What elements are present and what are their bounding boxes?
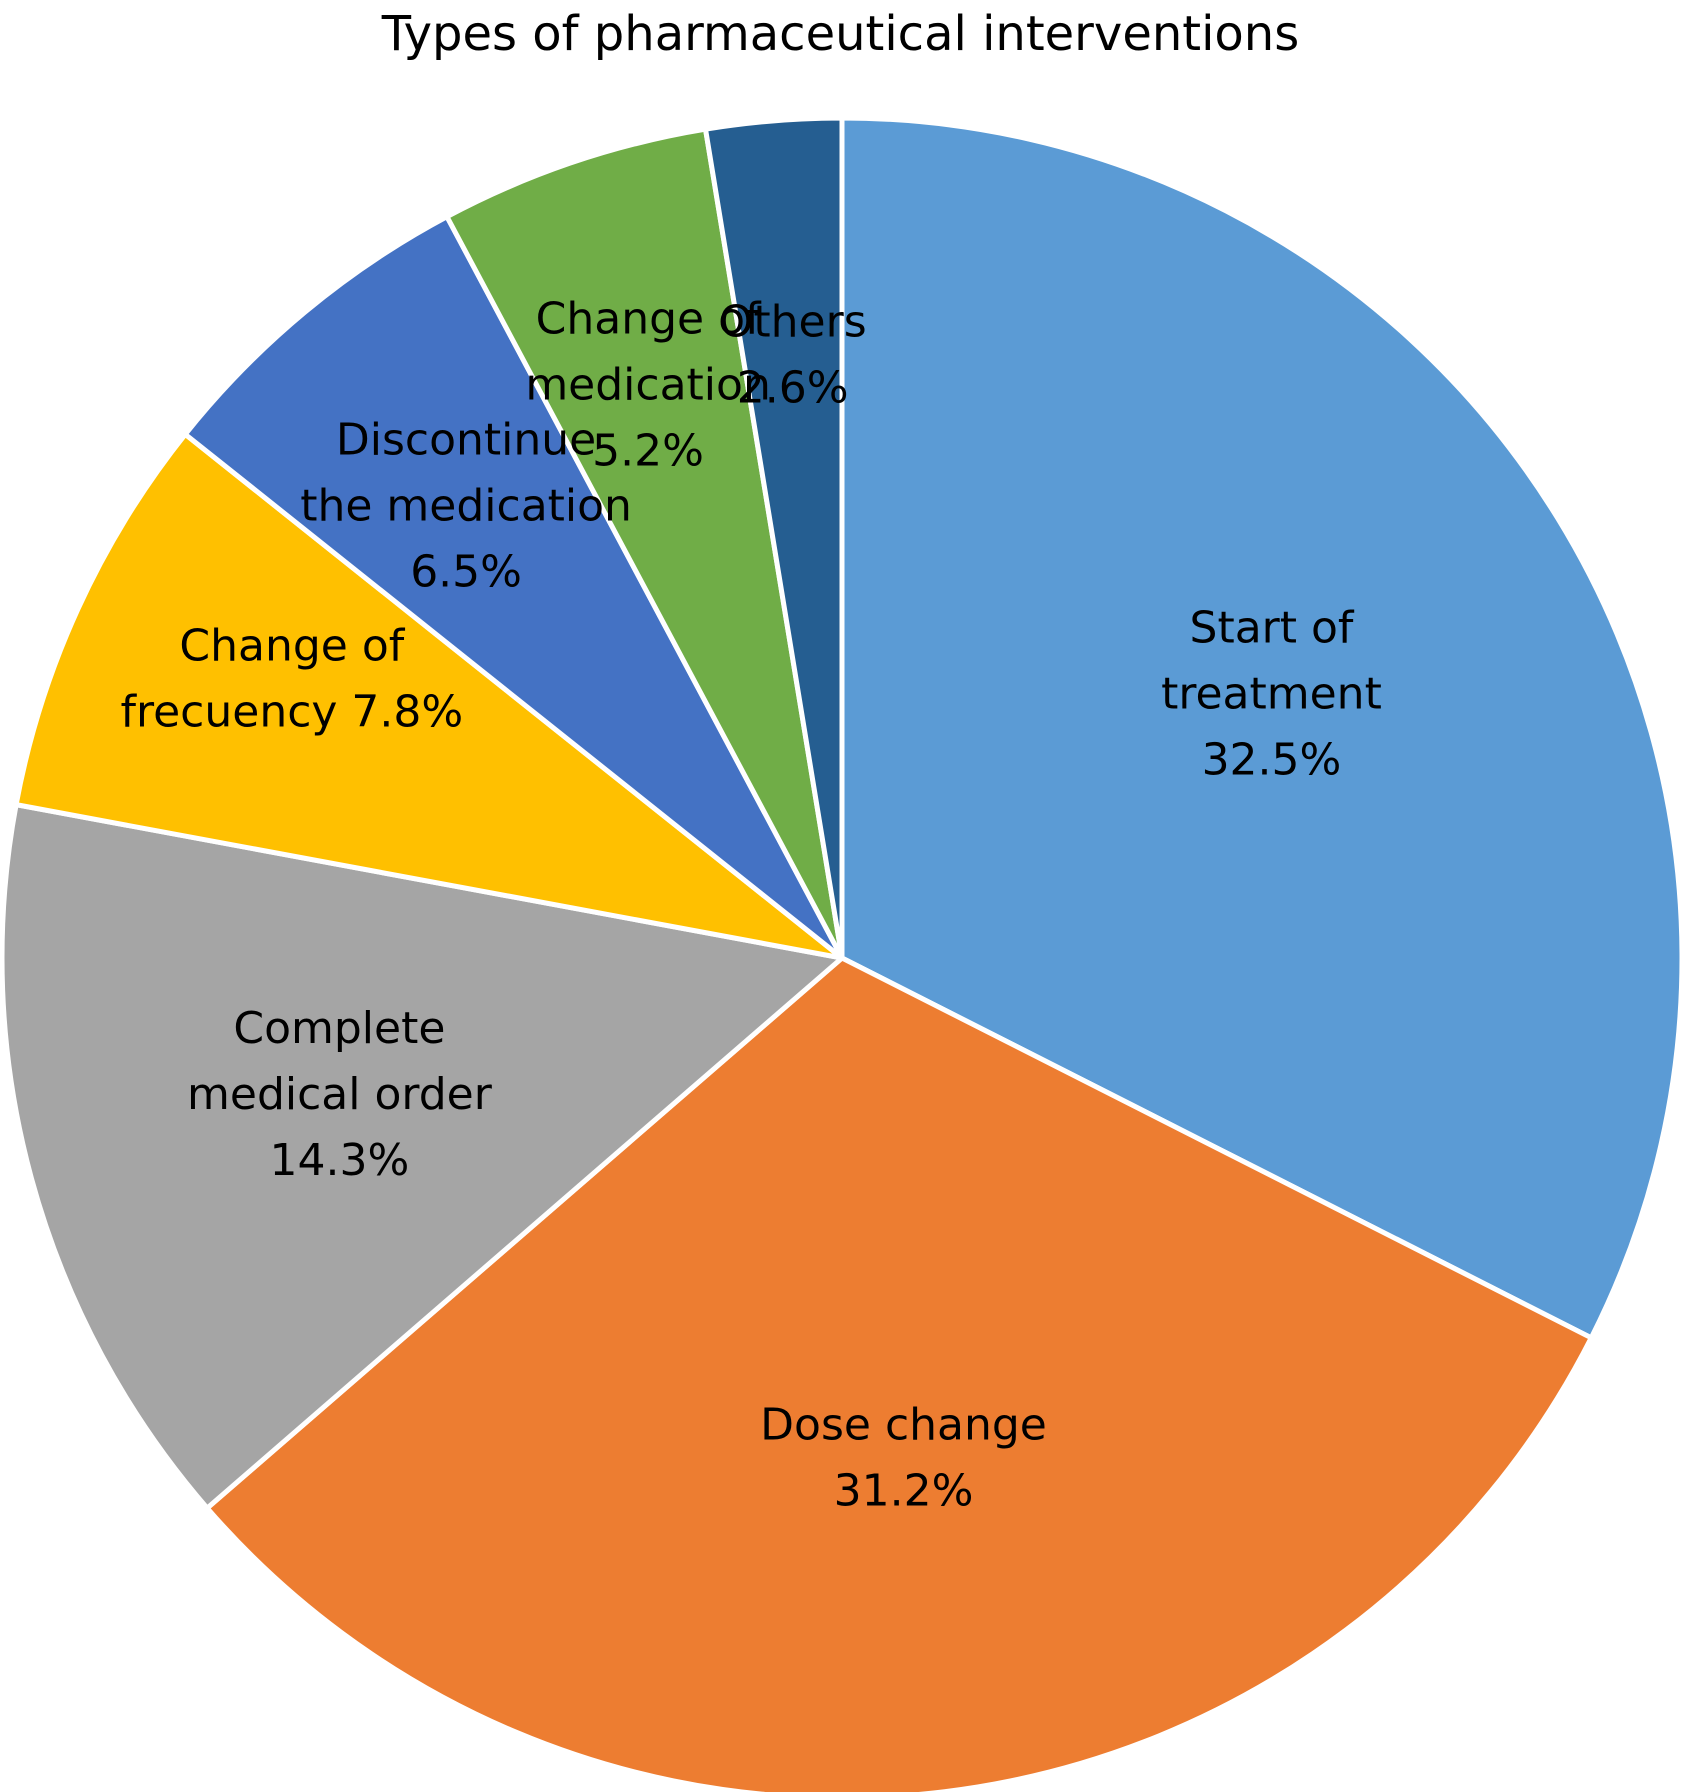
slice-label-group-3: Complete medical order 14.3% — [187, 1003, 493, 1186]
slice-label-group-4: Change of frecuency 7.8% — [120, 620, 463, 737]
slices-layer — [0, 115, 1681, 1792]
slice-label: medication — [525, 360, 771, 411]
pie-slice-1 — [839, 115, 1681, 1341]
slice-value-label: 6.5% — [410, 546, 522, 597]
slice-value-label: 31.2% — [834, 1466, 974, 1517]
slice-label: Change of — [536, 294, 762, 345]
slice-label: Dose change — [760, 1400, 1047, 1451]
slice-value-label: 5.2% — [592, 426, 704, 477]
slice-label: Others — [719, 297, 867, 348]
slice-label: frecuency 7.8% — [120, 686, 463, 737]
pie-slice-5 — [182, 214, 845, 961]
slice-label-group-1: Start of treatment 32.5% — [1161, 603, 1382, 786]
slice-value-label: 32.5% — [1202, 735, 1342, 786]
pie-slice-7 — [703, 115, 845, 961]
slice-label: the medication — [300, 480, 632, 531]
slice-value-label: 2.6% — [737, 363, 849, 414]
slice-label: Complete — [233, 1003, 445, 1054]
slice-label-group-7: Others 2.6% — [719, 297, 867, 414]
pie-slice-3 — [0, 802, 845, 1511]
chart-title: Types of pharmaceutical interventions — [381, 6, 1300, 62]
slice-label-group-2: Dose change 31.2% — [760, 1400, 1047, 1517]
slice-label: Change of — [179, 620, 405, 671]
slice-label: treatment — [1161, 669, 1382, 720]
pie-slice-4 — [13, 431, 845, 961]
pie-slice-6 — [444, 126, 845, 961]
slice-label: Start of — [1190, 603, 1355, 654]
labels-layer: Start of treatment 32.5% Dose change 31.2% Co… — [120, 294, 1381, 1517]
slice-label-group-5: Discontinue the medication 6.5% — [300, 414, 632, 597]
slice-label: Discontinue — [336, 414, 596, 465]
slice-value-label: 14.3% — [270, 1135, 410, 1186]
slice-label: medical order — [187, 1069, 493, 1120]
slice-label-group-6: Change of medication 5.2% — [525, 294, 771, 477]
